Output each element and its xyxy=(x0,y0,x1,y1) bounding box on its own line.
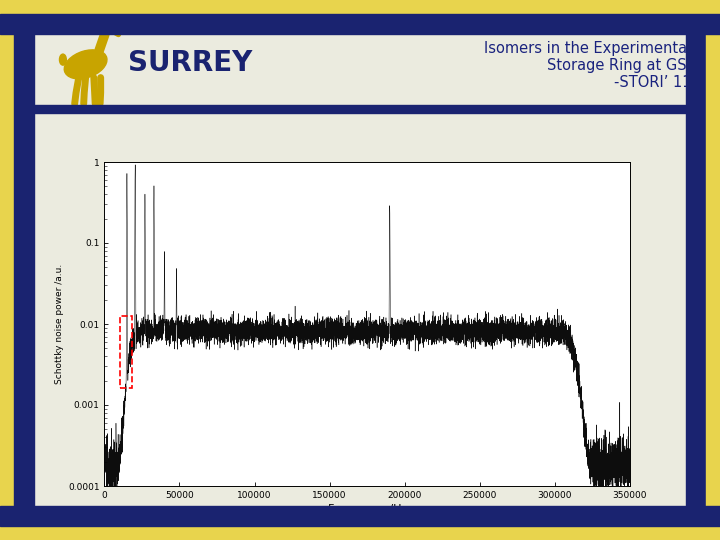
Bar xyxy=(120,316,132,388)
Y-axis label: Schottky noise power /a.u.: Schottky noise power /a.u. xyxy=(55,264,64,384)
Ellipse shape xyxy=(101,22,114,34)
Text: SURREY: SURREY xyxy=(128,49,253,77)
Ellipse shape xyxy=(64,50,107,79)
Ellipse shape xyxy=(60,54,66,65)
Text: UNIVERSITY OF: UNIVERSITY OF xyxy=(128,24,248,38)
Text: Isomers in the Experimental
Storage Ring at GSI
-STORI’ 11: Isomers in the Experimental Storage Ring… xyxy=(484,40,691,90)
X-axis label: Frequency /Hz: Frequency /Hz xyxy=(328,504,407,514)
